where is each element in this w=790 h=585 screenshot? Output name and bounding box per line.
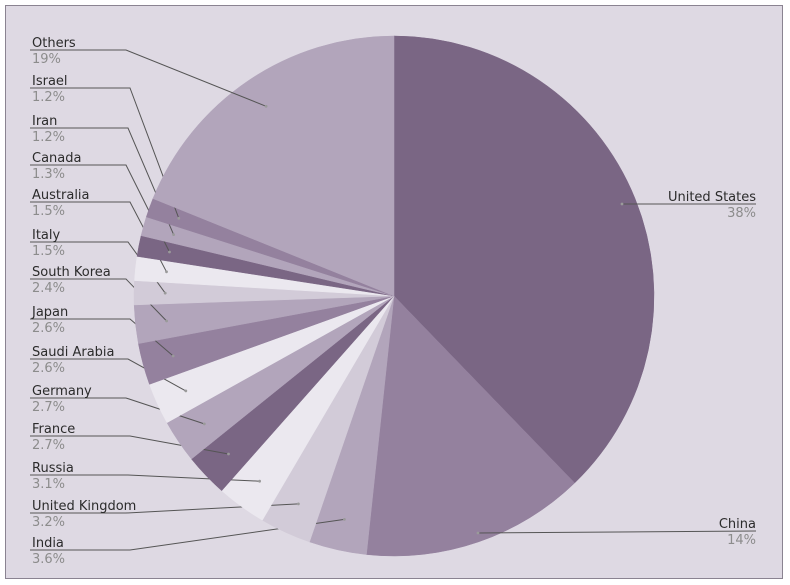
leader-line	[477, 530, 757, 534]
leader-dot	[165, 319, 169, 323]
leader-dot	[165, 270, 168, 274]
leader-dot	[476, 531, 480, 535]
pie-slice-others	[152, 35, 395, 297]
leader-dot	[227, 452, 230, 456]
slice-name: Russia	[32, 461, 74, 476]
leader-line	[30, 358, 187, 392]
leader-line	[30, 503, 299, 514]
slice-name: India	[32, 536, 64, 551]
leader-dot	[202, 422, 206, 426]
leader-dot	[184, 389, 188, 393]
slice-percent: 3.6%	[32, 552, 65, 567]
pie-chart: United States38%China14%India3.6%United …	[30, 35, 757, 567]
slice-percent: 1.3%	[32, 167, 65, 182]
slice-percent: 2.4%	[32, 281, 65, 296]
slice-percent: 1.2%	[32, 90, 65, 105]
slice-name: Germany	[32, 384, 92, 399]
pie-slice-china	[366, 295, 576, 557]
leader-dot	[171, 354, 175, 358]
leader-dot	[264, 104, 268, 108]
leader-dot	[620, 202, 624, 206]
slice-percent: 19%	[32, 52, 61, 67]
slice-name: United States	[668, 190, 756, 205]
leader-line	[30, 87, 180, 219]
leader-dot	[297, 502, 300, 506]
leader-dot	[168, 250, 171, 254]
slice-percent: 2.7%	[32, 438, 65, 453]
leader-dot	[177, 216, 181, 220]
leader-dot	[163, 291, 167, 295]
slice-name: Saudi Arabia	[32, 345, 115, 360]
chart-frame: United States 38% China 14% India 3.6% United …	[5, 5, 783, 579]
slice-percent: 2.6%	[32, 361, 65, 376]
leader-dot	[172, 233, 176, 237]
slice-percent: 3.2%	[32, 515, 65, 530]
slice-percent: 2.7%	[32, 400, 65, 415]
slice-name: Iran	[32, 114, 57, 129]
leader-line	[30, 278, 167, 322]
leader-line	[30, 49, 267, 107]
pie-slice-united-states	[393, 35, 655, 484]
slice-name: China	[719, 517, 756, 532]
slice-percent: 1.5%	[32, 204, 65, 219]
leader-line	[30, 518, 345, 551]
leader-dot	[258, 479, 261, 483]
slice-percent: 2.6%	[32, 321, 65, 336]
slice-percent: 38%	[727, 206, 756, 221]
slice-name: Australia	[32, 188, 90, 203]
leader-line	[30, 318, 174, 357]
slice-name: Japan	[31, 305, 68, 320]
slice-name: Italy	[32, 228, 61, 243]
slice-name: Israel	[32, 74, 68, 89]
slice-name: France	[32, 422, 75, 437]
slice-name: Others	[32, 36, 76, 51]
slice-name: South Korea	[32, 265, 111, 280]
slice-percent: 14%	[727, 533, 756, 548]
slice-name: Canada	[32, 151, 81, 166]
leader-dot	[343, 518, 346, 521]
slice-name: United Kingdom	[32, 499, 136, 514]
slice-percent: 1.5%	[32, 244, 65, 259]
slice-percent: 3.1%	[32, 477, 65, 492]
slice-percent: 1.2%	[32, 130, 65, 145]
